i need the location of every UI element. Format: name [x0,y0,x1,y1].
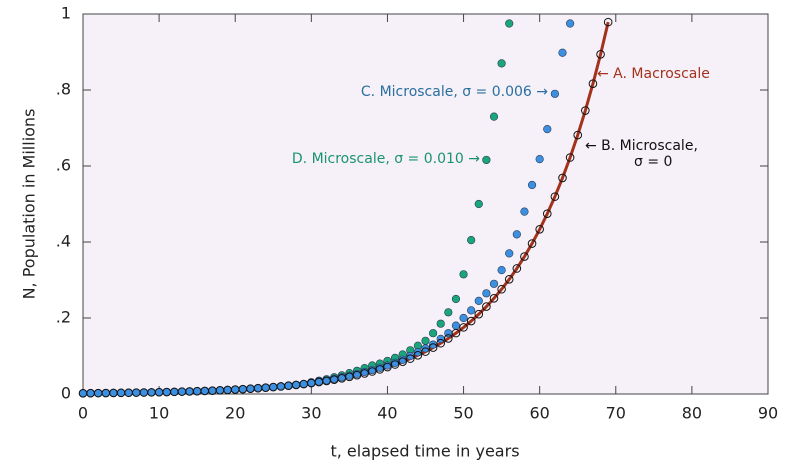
annotation: ← B. Microscale, [585,138,698,154]
data-point [512,230,521,239]
y-tick-label: .2 [56,308,71,327]
data-point [489,294,499,303]
x-tick-label: 0 [78,404,88,423]
data-point [566,19,575,28]
annotation: σ = 0 [634,154,672,170]
data-point [542,209,552,219]
data-point [489,279,499,288]
data-point [558,48,567,57]
data-point [535,155,544,164]
annotation: C. Microscale, σ = 0.006 → [361,84,548,100]
y-tick-label: .4 [56,232,71,251]
data-point [451,294,461,304]
annotation: D. Microscale, σ = 0.010 → [292,151,480,167]
y-tick-label: .8 [56,80,71,99]
data-point [428,343,438,352]
data-point [451,328,461,338]
x-tick-label: 90 [758,404,778,423]
data-point [489,112,499,121]
data-point [474,296,483,306]
x-tick-label: 70 [606,404,626,423]
data-point [535,225,544,234]
y-tick-label: 1 [61,4,71,23]
data-point [512,264,522,273]
data-point [444,334,453,343]
data-point [467,236,476,245]
data-point [467,306,476,315]
data-point [459,313,468,323]
data-point [596,50,605,59]
data-point [367,367,377,376]
data-point [459,270,468,279]
data-point [565,153,575,162]
data-point [482,155,491,165]
data-point [421,347,430,356]
data-point [543,125,552,134]
data-point [375,365,385,374]
data-point [482,302,491,311]
data-point [497,266,506,275]
data-point [429,329,438,338]
data-point [421,336,430,345]
y-tick-label: 0 [61,384,71,403]
data-point [444,308,453,317]
data-point [474,199,483,209]
data-point [398,357,407,367]
data-point [505,19,514,28]
data-point [558,173,567,183]
data-point [482,289,491,298]
x-tick-label: 60 [529,404,549,423]
data-point [497,59,506,68]
data-point [459,323,468,332]
data-point [390,360,400,369]
data-point [436,334,445,344]
data-point [527,180,537,190]
data-point [520,252,529,261]
data-point [383,362,392,372]
data-point [505,249,514,258]
x-tick-label: 20 [225,404,245,423]
annotation: ← A. Macroscale [597,66,710,82]
plot-area [82,13,769,395]
x-tick-label: 50 [453,404,473,423]
x-tick-label: 10 [149,404,169,423]
data-point [405,354,415,363]
data-point [550,89,559,98]
data-point [504,275,514,284]
x-axis-label: t, elapsed time in years [330,442,519,461]
data-point [436,319,445,328]
x-tick-label: 80 [682,404,702,423]
data-point [474,309,484,319]
data-point [520,207,529,216]
data-point [466,316,476,326]
x-tick-label: 40 [377,404,397,423]
data-point [398,355,407,364]
y-axis-label: N, Population in Millions [20,109,39,300]
data-point [451,321,461,330]
data-point [550,192,560,201]
data-point [573,130,583,140]
data-point [497,284,506,294]
data-point [390,358,400,367]
data-point [581,106,590,115]
y-tick-label: .6 [56,156,71,175]
data-point [436,338,446,348]
data-point [588,79,598,88]
data-point [413,350,423,360]
data-point [527,239,537,248]
data-point [603,17,613,27]
x-tick-label: 30 [301,404,321,423]
